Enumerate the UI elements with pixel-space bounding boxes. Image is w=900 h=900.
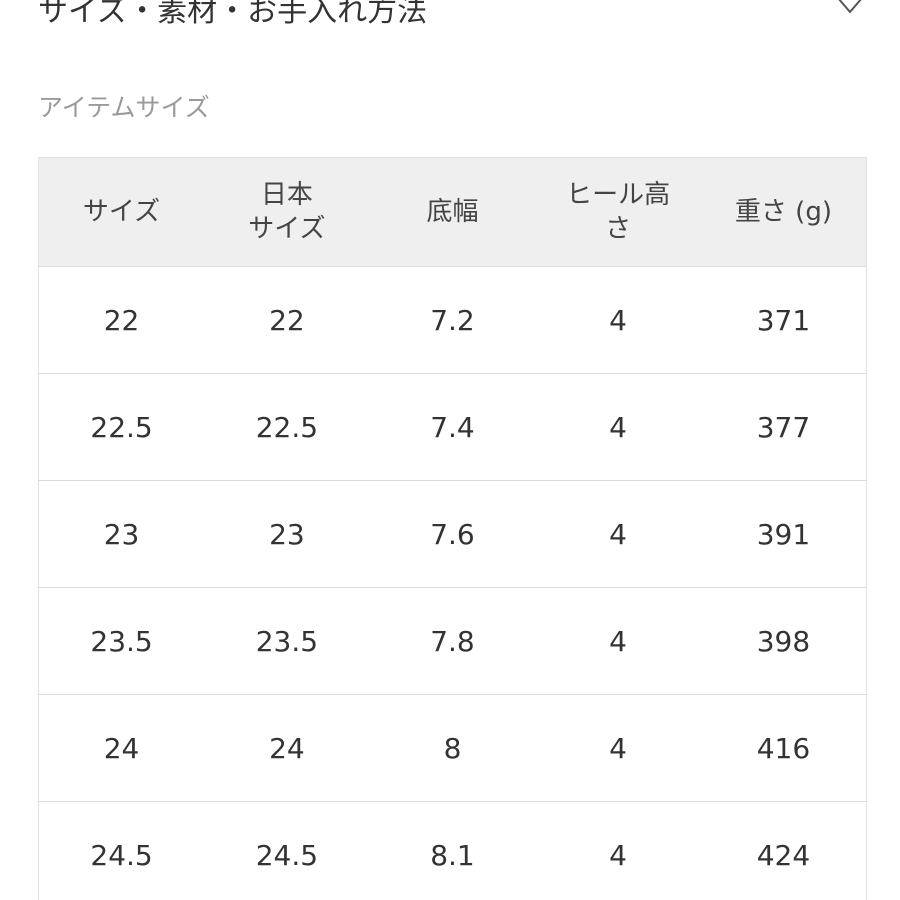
- column-header-line: サイズ: [82, 197, 161, 227]
- table-cell: 391: [700, 480, 867, 588]
- table-cell: 23: [38, 480, 205, 588]
- table-cell: 7.2: [369, 266, 536, 374]
- table-cell: 22: [38, 266, 205, 374]
- table-cell: 24: [38, 694, 205, 802]
- table-cell: 4: [535, 373, 701, 481]
- chevron-down-icon[interactable]: [836, 0, 864, 16]
- table-cell: 4: [535, 266, 701, 374]
- table-cell: 8.1: [369, 801, 536, 900]
- column-header: 日本 サイズ: [204, 157, 370, 267]
- table-cell: 4: [535, 587, 701, 695]
- column-header-line: 日本: [260, 180, 313, 210]
- table-cell: 24: [204, 694, 370, 802]
- column-header-line: さ: [605, 214, 632, 244]
- column-header-line: ヒール高: [566, 180, 671, 210]
- table-cell: 24.5: [38, 801, 205, 900]
- table-row: 23 23 7.6 4 391: [38, 480, 867, 588]
- table-cell: 24.5: [204, 801, 370, 900]
- size-table: サイズ 日本 サイズ 底幅 ヒール高さ重さ (g) 22 22 7.2 4 371 22.5 22.…: [38, 157, 867, 900]
- table-cell: 424: [700, 801, 867, 900]
- table-row: 23.5 23.5 7.8 4 398: [38, 587, 867, 695]
- column-header-line: 底幅: [426, 197, 479, 227]
- table-cell: 416: [700, 694, 867, 802]
- column-header-line: 重さ (g): [734, 197, 832, 227]
- table-row: 22.5 22.5 7.4 4 377: [38, 373, 867, 481]
- table-header-row: サイズ 日本 サイズ 底幅 ヒール高さ重さ (g): [38, 157, 867, 267]
- section-title[interactable]: サイズ・素材・お手入れ方法: [38, 0, 428, 29]
- table-cell: 4: [535, 694, 701, 802]
- table-row: 24 24 8 4 416: [38, 694, 867, 802]
- column-header: ヒール高さ: [535, 157, 701, 267]
- table-cell: 22.5: [38, 373, 205, 481]
- item-size-heading: アイテムサイズ: [38, 93, 210, 122]
- table-cell: 7.6: [369, 480, 536, 588]
- table-cell: 22: [204, 266, 370, 374]
- table-cell: 23.5: [38, 587, 205, 695]
- table-cell: 8: [369, 694, 536, 802]
- column-header-line: サイズ: [248, 214, 326, 244]
- table-cell: 371: [700, 266, 867, 374]
- column-header: 底幅: [369, 157, 536, 267]
- column-header: サイズ: [38, 157, 205, 267]
- table-cell: 398: [700, 587, 867, 695]
- table-cell: 22.5: [204, 373, 370, 481]
- table-cell: 4: [535, 480, 701, 588]
- table-cell: 23: [204, 480, 370, 588]
- table-cell: 7.4: [369, 373, 536, 481]
- table-cell: 23.5: [204, 587, 370, 695]
- table-row: 24.5 24.5 8.1 4 424: [38, 801, 867, 900]
- table-cell: 4: [535, 801, 701, 900]
- column-header: 重さ (g): [700, 157, 867, 267]
- table-row: 22 22 7.2 4 371: [38, 266, 867, 374]
- table-cell: 377: [700, 373, 867, 481]
- table-cell: 7.8: [369, 587, 536, 695]
